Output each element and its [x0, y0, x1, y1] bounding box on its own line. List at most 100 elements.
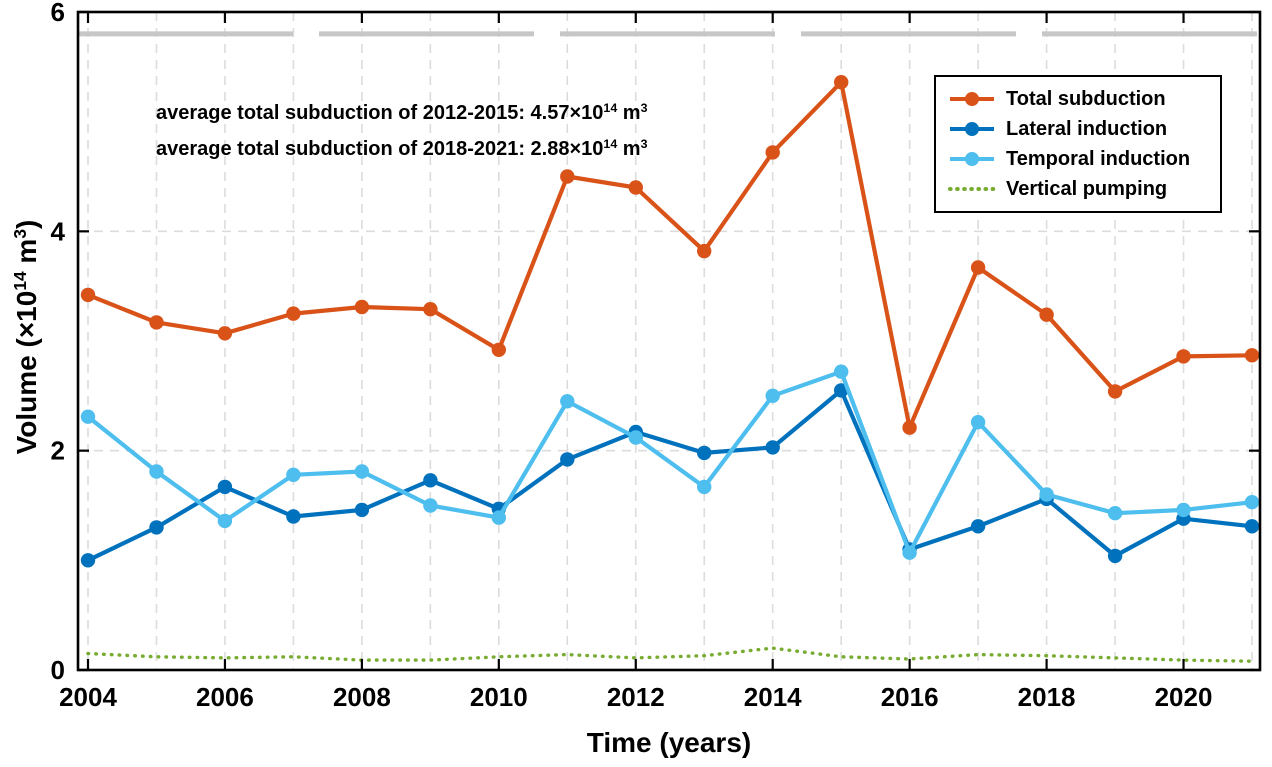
data-point — [765, 440, 780, 455]
annotations: average total subduction of 2012-2015: 4… — [156, 98, 647, 170]
data-point — [628, 180, 643, 195]
y-axis-label-unit: m — [11, 238, 42, 272]
x-tick-label: 2006 — [196, 682, 254, 712]
data-point — [970, 260, 986, 275]
legend-sample-marker — [965, 92, 979, 106]
annotation-line-2: average total subduction of 2018-2021: 2… — [156, 134, 647, 170]
data-point — [765, 145, 780, 160]
series-line-1 — [87, 388, 1253, 563]
y-tick-label: 6 — [51, 0, 65, 27]
annotation-1-unit-exponent: 3 — [640, 101, 648, 116]
data-point — [765, 388, 780, 403]
y-axis-label-close: ) — [11, 219, 42, 230]
y-tick-label: 2 — [51, 436, 65, 466]
data-point — [149, 520, 164, 535]
annotation-1-exponent: 14 — [603, 101, 618, 116]
data-point — [286, 509, 301, 524]
x-axis-label: Time (years) — [586, 727, 752, 758]
data-point — [354, 502, 370, 518]
legend-item-temporal-induction: Temporal induction — [948, 144, 1210, 174]
data-point — [1039, 307, 1054, 322]
x-tick-label: 2020 — [1155, 682, 1213, 712]
data-point — [834, 364, 849, 379]
data-point — [697, 479, 712, 495]
data-point — [1244, 495, 1260, 510]
x-tick-label: 2014 — [744, 682, 802, 712]
legend-line-sample — [950, 92, 994, 106]
data-point — [834, 75, 849, 90]
annotation-line-1: average total subduction of 2012-2015: 4… — [156, 98, 647, 134]
data-point — [1176, 502, 1191, 518]
annotation-2-unit-exponent: 3 — [640, 137, 648, 152]
legend-label: Lateral induction — [1006, 117, 1168, 140]
data-point — [217, 326, 233, 341]
x-tick-label: 2018 — [1018, 682, 1076, 712]
data-point — [217, 513, 233, 529]
x-tick-label: 2010 — [470, 682, 528, 712]
data-point — [560, 394, 575, 409]
data-point — [560, 169, 575, 184]
data-point — [80, 553, 96, 568]
data-point — [970, 519, 986, 534]
x-tick-label: 2008 — [333, 682, 391, 712]
plot-border — [76, 10, 1262, 672]
x-tick-label: 2012 — [607, 682, 665, 712]
data-point — [902, 545, 917, 560]
legend-line-sample — [948, 187, 996, 191]
data-point — [423, 302, 438, 317]
data-point — [149, 315, 164, 330]
annotation-1-text: average total subduction of 2012-2015: 4… — [156, 102, 604, 124]
data-point — [1039, 487, 1054, 502]
legend-label: Vertical pumping — [1006, 177, 1168, 200]
y-tick-label: 0 — [51, 655, 65, 685]
annotation-2-exponent: 14 — [603, 137, 618, 152]
data-point — [491, 510, 506, 525]
data-point — [1107, 506, 1123, 521]
data-point — [970, 415, 986, 430]
x-tick-label: 2004 — [59, 682, 117, 712]
series-line-0 — [87, 80, 1253, 430]
y-axis-label-unit-exponent: 3 — [10, 229, 31, 239]
data-point — [423, 498, 438, 513]
data-point — [1107, 384, 1123, 399]
data-point — [286, 467, 301, 482]
data-point — [697, 243, 712, 259]
legend-label: Temporal induction — [1006, 147, 1191, 170]
data-point — [149, 464, 164, 479]
data-point — [560, 452, 575, 467]
legend-item-lateral-induction: Lateral induction — [948, 114, 1210, 144]
data-point — [80, 287, 96, 303]
data-point — [697, 445, 712, 461]
data-point — [491, 342, 506, 357]
legend-sample-marker — [965, 152, 979, 166]
series-line-3 — [86, 646, 1254, 663]
legend-item-vertical-pumping: Vertical pumping — [948, 174, 1210, 204]
y-axis-label: Volume (×1014 m3) — [10, 219, 43, 455]
legend-sample-marker — [965, 122, 979, 136]
legend-line-sample — [950, 122, 994, 136]
annotation-1-unit: m — [617, 102, 641, 124]
annotation-2-unit: m — [617, 138, 641, 160]
legend-label: Total subduction — [1006, 87, 1166, 110]
legend-item-total-subduction: Total subduction — [948, 84, 1210, 114]
data-point — [1244, 348, 1260, 363]
x-tick-label: 2016 — [881, 682, 939, 712]
series-line-2 — [86, 369, 1253, 555]
data-point — [354, 464, 370, 479]
y-axis-label-text: Volume (×10 — [11, 290, 42, 455]
annotation-2-text: average total subduction of 2018-2021: 2… — [156, 138, 604, 160]
data-point — [628, 430, 643, 445]
data-point — [217, 479, 233, 495]
data-point — [286, 306, 301, 321]
y-tick-label: 4 — [51, 216, 66, 246]
data-point — [423, 473, 438, 488]
legend: Total subduction Lateral induction Tempo… — [934, 75, 1222, 213]
data-point — [354, 299, 370, 315]
y-axis-label-exponent: 14 — [10, 271, 31, 291]
legend-line-sample — [950, 152, 994, 166]
data-point — [1107, 548, 1123, 564]
data-point — [902, 420, 917, 435]
data-point — [80, 409, 96, 424]
